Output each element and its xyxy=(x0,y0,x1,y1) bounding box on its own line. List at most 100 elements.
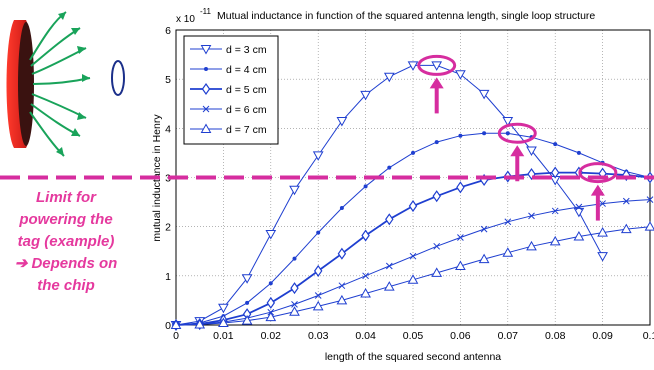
series-group xyxy=(170,61,654,332)
data-point xyxy=(434,140,439,145)
data-point xyxy=(289,185,300,196)
exponent-base: x 10 xyxy=(176,14,195,25)
limit-text-line-4: ➔ Depends on xyxy=(14,255,118,272)
data-point xyxy=(622,197,630,205)
data-point xyxy=(526,240,537,251)
data-point xyxy=(383,72,395,83)
data-point xyxy=(575,203,583,211)
y-tick-label: 5 xyxy=(165,74,171,86)
data-point xyxy=(597,227,608,237)
data-point xyxy=(457,234,464,241)
data-point xyxy=(455,70,466,80)
annotation-overlay xyxy=(0,54,654,221)
data-point xyxy=(292,256,297,261)
x-tick-label: 0.06 xyxy=(450,330,471,342)
axis-ticks: 0 0.01 0.02 0.03 0.04 0.05 0.06 0.07 0.08 0.09 0.1… xyxy=(165,25,654,342)
data-point xyxy=(362,272,369,280)
data-point xyxy=(312,151,324,161)
data-point xyxy=(241,315,253,325)
legend-item-5: d = 7 cm xyxy=(190,123,267,136)
legend-item-4: d = 6 cm xyxy=(190,104,267,116)
data-point xyxy=(316,230,321,235)
limit-text-line-2: powering the xyxy=(19,211,113,228)
legend-marker xyxy=(204,67,208,71)
data-point xyxy=(553,142,558,147)
data-point xyxy=(597,252,608,262)
data-point xyxy=(455,260,466,270)
series-5 xyxy=(170,221,654,329)
data-point xyxy=(504,218,512,226)
highlight-ellipse-1 xyxy=(417,54,457,76)
legend-marker xyxy=(202,105,210,113)
data-point xyxy=(573,207,585,218)
data-point xyxy=(339,205,344,210)
data-point xyxy=(407,61,419,71)
data-point xyxy=(456,181,465,194)
data-point xyxy=(502,247,514,257)
data-point xyxy=(218,303,229,314)
data-point xyxy=(268,281,273,286)
data-point xyxy=(478,89,490,100)
data-point xyxy=(337,247,347,260)
data-point xyxy=(265,230,277,240)
legend-label: d = 5 cm xyxy=(226,84,267,96)
coil-illustration xyxy=(6,11,125,157)
data-point xyxy=(620,223,632,234)
highlight-arrowhead xyxy=(590,184,605,196)
x-tick-label: 0.09 xyxy=(592,330,613,342)
limit-annotation: Limit for powering the tag (example) ➔ D… xyxy=(2,187,130,297)
highlight-ellipse-3 xyxy=(578,162,618,184)
data-point xyxy=(241,274,253,284)
data-point xyxy=(266,296,276,309)
legend-marker xyxy=(201,82,211,96)
data-point xyxy=(550,166,560,179)
data-point xyxy=(363,184,368,189)
x-tick-label: 0.03 xyxy=(308,330,329,342)
coil-inner xyxy=(18,22,34,146)
data-point xyxy=(218,317,229,328)
legend-item-1: d = 3 cm xyxy=(190,44,267,56)
data-point xyxy=(289,306,300,316)
y-tick-label: 2 xyxy=(165,222,171,234)
data-point xyxy=(290,282,299,295)
data-point xyxy=(458,133,463,138)
data-point xyxy=(431,267,443,277)
data-point xyxy=(505,131,510,136)
x-tick-label: 0.05 xyxy=(403,330,424,342)
legend-item-2: d = 4 cm xyxy=(190,64,267,76)
exponent-power: -11 xyxy=(200,7,212,16)
data-point xyxy=(433,242,441,250)
data-point xyxy=(478,253,490,264)
legend-label: d = 3 cm xyxy=(226,44,267,56)
tag-loop-icon xyxy=(111,60,125,96)
data-point xyxy=(408,199,418,213)
x-tick-label: 0.04 xyxy=(355,330,376,342)
data-point xyxy=(170,319,182,329)
x-axis-label: length of the squared second antenna xyxy=(325,351,501,363)
data-point xyxy=(528,212,535,220)
data-point xyxy=(551,207,559,215)
data-point xyxy=(385,213,394,226)
data-point xyxy=(432,190,441,203)
series-3 xyxy=(171,166,654,332)
highlight-arrowhead xyxy=(510,145,525,157)
x-tick-label: 0 xyxy=(173,330,179,342)
data-point xyxy=(314,292,322,299)
highlight-arrowhead xyxy=(429,77,444,89)
data-point xyxy=(480,225,488,233)
x-tick-label: 0.07 xyxy=(498,330,519,342)
data-point xyxy=(411,150,415,155)
highlight-ellipse-2 xyxy=(497,122,537,144)
field-lines xyxy=(29,11,91,157)
data-point xyxy=(482,131,487,136)
limit-text-line-3: tag (example) xyxy=(17,233,115,250)
data-point xyxy=(599,200,606,207)
data-point xyxy=(646,196,654,203)
x-tick-label: 0.01 xyxy=(213,330,234,342)
y-tick-label: 0 xyxy=(165,320,171,332)
data-point xyxy=(194,318,206,329)
data-point xyxy=(338,282,346,290)
chart: 0 0.01 0.02 0.03 0.04 0.05 0.06 0.07 0.08 0.09 0.1… xyxy=(151,7,654,363)
y-tick-label: 4 xyxy=(165,123,171,135)
